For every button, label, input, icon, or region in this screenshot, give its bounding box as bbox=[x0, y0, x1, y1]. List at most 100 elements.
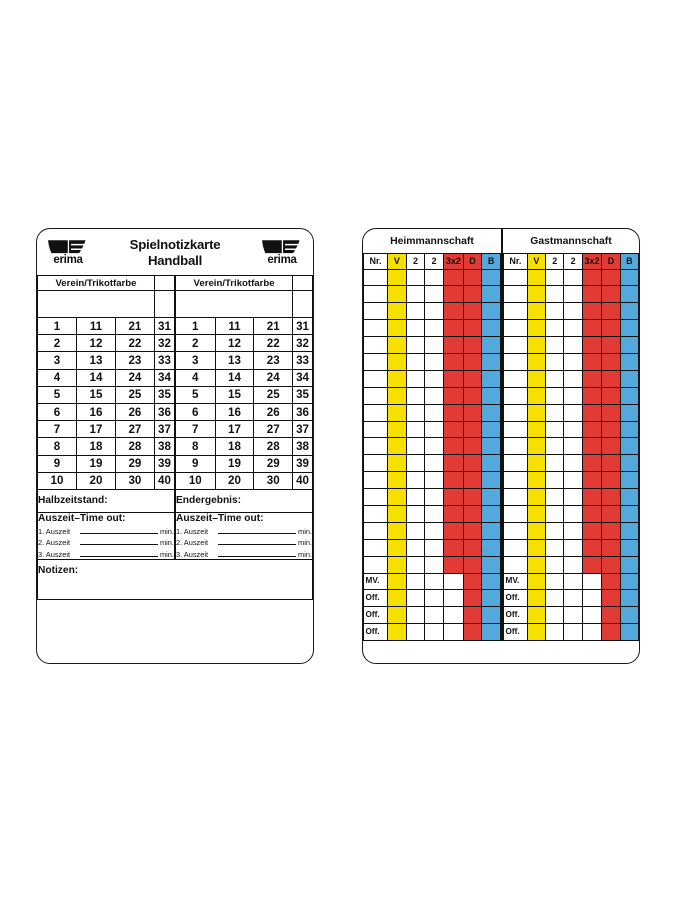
notes-cell[interactable]: Notizen: bbox=[37, 558, 313, 600]
timeout-entry-field[interactable] bbox=[80, 550, 158, 557]
player-number-cell[interactable]: 3 bbox=[173, 351, 216, 370]
penalty-cell-d[interactable] bbox=[462, 352, 483, 371]
penalty-cell-t1[interactable] bbox=[545, 420, 565, 439]
penalty-cell-d[interactable] bbox=[462, 454, 483, 473]
player-number-cell[interactable]: 7 bbox=[173, 420, 216, 439]
penalty-cell-nr[interactable] bbox=[363, 319, 389, 338]
penalty-cell-t1[interactable] bbox=[405, 521, 426, 540]
penalty-cell-d[interactable] bbox=[462, 488, 483, 506]
penalty-cell-t2[interactable] bbox=[563, 454, 583, 473]
penalty-cell-v[interactable] bbox=[387, 471, 407, 490]
penalty-cell-nr[interactable] bbox=[503, 268, 528, 287]
penalty-cell-v[interactable] bbox=[526, 336, 547, 354]
player-number-cell[interactable]: 15 bbox=[214, 385, 255, 404]
player-number-cell[interactable]: 13 bbox=[214, 351, 255, 370]
player-number-cell[interactable]: 12 bbox=[214, 334, 255, 353]
penalty-cell-d[interactable] bbox=[601, 471, 621, 490]
player-number-cell[interactable]: 5 bbox=[173, 385, 216, 404]
player-number-cell[interactable]: 11 bbox=[75, 316, 116, 336]
penalty-cell-t2[interactable] bbox=[424, 352, 444, 371]
penalty-cell-v[interactable] bbox=[526, 352, 547, 371]
penalty-cell-t2[interactable] bbox=[424, 403, 444, 422]
penalty-cell-nr[interactable] bbox=[503, 302, 528, 321]
penalty-cell-t1[interactable] bbox=[545, 555, 565, 574]
player-number-cell[interactable]: 18 bbox=[214, 437, 255, 456]
penalty-cell-v[interactable] bbox=[526, 606, 547, 625]
penalty-cell-v[interactable] bbox=[387, 352, 407, 371]
penalty-cell-v[interactable] bbox=[526, 369, 547, 388]
penalty-cell-b[interactable] bbox=[481, 555, 501, 574]
player-number-cell[interactable]: 6 bbox=[173, 402, 216, 422]
penalty-cell-t2[interactable] bbox=[424, 572, 444, 591]
penalty-cell-t1[interactable] bbox=[405, 555, 426, 574]
penalty-cell-t2[interactable] bbox=[424, 386, 444, 405]
penalty-cell-x32[interactable] bbox=[442, 420, 464, 439]
penalty-cell-t1[interactable] bbox=[405, 302, 426, 321]
penalty-cell-v[interactable] bbox=[387, 437, 407, 456]
penalty-cell-b[interactable] bbox=[619, 420, 639, 439]
penalty-cell-b[interactable] bbox=[619, 555, 639, 574]
penalty-cell-t1[interactable] bbox=[405, 352, 426, 371]
penalty-cell-d[interactable] bbox=[462, 336, 483, 354]
player-number-cell[interactable]: 14 bbox=[214, 368, 255, 387]
penalty-cell-v[interactable] bbox=[387, 369, 407, 388]
penalty-cell-d[interactable] bbox=[601, 454, 621, 473]
penalty-cell-v[interactable] bbox=[526, 319, 547, 338]
penalty-cell-d[interactable] bbox=[462, 285, 483, 304]
club-name-input-left[interactable] bbox=[37, 290, 155, 318]
penalty-cell-t2[interactable] bbox=[563, 336, 583, 354]
penalty-cell-b[interactable] bbox=[481, 302, 501, 321]
penalty-cell-b[interactable] bbox=[481, 352, 501, 371]
penalty-cell-t2[interactable] bbox=[424, 623, 444, 642]
player-number-cell[interactable]: 38 bbox=[153, 437, 176, 456]
penalty-cell-x32[interactable] bbox=[581, 420, 603, 439]
penalty-cell-nr[interactable] bbox=[503, 555, 528, 574]
penalty-cell-d[interactable] bbox=[601, 437, 621, 456]
penalty-cell-v[interactable] bbox=[526, 623, 547, 642]
player-number-cell[interactable]: 15 bbox=[75, 385, 116, 404]
penalty-cell-nr[interactable] bbox=[363, 420, 389, 439]
penalty-cell-t1[interactable] bbox=[405, 488, 426, 506]
player-number-cell[interactable]: 31 bbox=[153, 316, 176, 336]
penalty-cell-b[interactable] bbox=[481, 606, 501, 625]
penalty-cell-nr[interactable] bbox=[363, 268, 389, 287]
penalty-cell-v[interactable] bbox=[387, 589, 407, 608]
penalty-cell-t1[interactable] bbox=[405, 454, 426, 473]
penalty-cell-t2[interactable] bbox=[563, 369, 583, 388]
player-number-cell[interactable]: 18 bbox=[75, 437, 116, 456]
penalty-cell-nr[interactable] bbox=[503, 488, 528, 506]
penalty-cell-d[interactable] bbox=[601, 488, 621, 506]
penalty-cell-x32[interactable] bbox=[581, 386, 603, 405]
penalty-cell-t2[interactable] bbox=[563, 437, 583, 456]
player-number-cell[interactable]: 28 bbox=[114, 437, 155, 456]
penalty-cell-t2[interactable] bbox=[563, 521, 583, 540]
player-number-cell[interactable]: 28 bbox=[253, 437, 294, 456]
player-number-cell[interactable]: 34 bbox=[292, 368, 313, 387]
player-number-cell[interactable]: 36 bbox=[292, 402, 313, 422]
penalty-cell-b[interactable] bbox=[481, 420, 501, 439]
penalty-cell-v[interactable] bbox=[387, 336, 407, 354]
penalty-cell-t1[interactable] bbox=[545, 572, 565, 591]
penalty-cell-b[interactable] bbox=[619, 454, 639, 473]
penalty-cell-t2[interactable] bbox=[424, 471, 444, 490]
penalty-cell-t1[interactable] bbox=[405, 589, 426, 608]
penalty-cell-t1[interactable] bbox=[545, 336, 565, 354]
penalty-cell-t1[interactable] bbox=[545, 488, 565, 506]
penalty-cell-x32[interactable] bbox=[442, 471, 464, 490]
penalty-cell-v[interactable] bbox=[526, 538, 547, 557]
penalty-cell-t2[interactable] bbox=[424, 437, 444, 456]
penalty-cell-x32[interactable] bbox=[581, 403, 603, 422]
penalty-cell-d[interactable] bbox=[601, 420, 621, 439]
penalty-cell-t1[interactable] bbox=[545, 302, 565, 321]
penalty-cell-t2[interactable] bbox=[563, 471, 583, 490]
penalty-cell-d[interactable] bbox=[601, 623, 621, 642]
penalty-cell-d[interactable] bbox=[462, 369, 483, 388]
penalty-cell-v[interactable] bbox=[387, 403, 407, 422]
penalty-cell-d[interactable] bbox=[462, 555, 483, 574]
club-color-cell-left[interactable] bbox=[153, 275, 176, 291]
penalty-cell-d[interactable] bbox=[601, 521, 621, 540]
penalty-cell-t2[interactable] bbox=[424, 488, 444, 506]
penalty-cell-v[interactable] bbox=[526, 572, 547, 591]
penalty-cell-x32[interactable] bbox=[442, 589, 464, 608]
player-number-cell[interactable]: 22 bbox=[114, 334, 155, 353]
